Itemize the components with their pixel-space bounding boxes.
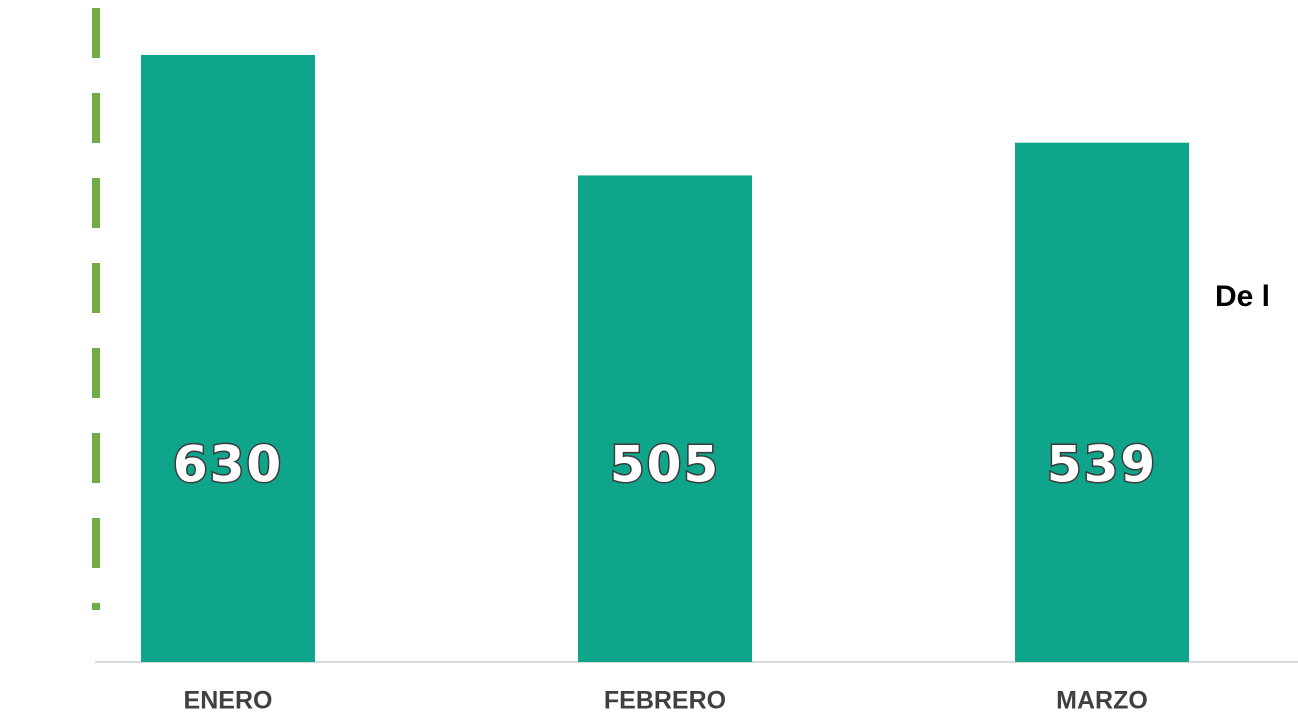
x-tick-label: MARZO <box>1056 687 1148 715</box>
bar <box>578 175 752 662</box>
bar <box>1015 142 1189 662</box>
x-tick-label: FEBRERO <box>604 687 726 715</box>
value-label: 630 <box>173 436 283 494</box>
x-tick-label: ENERO <box>184 687 273 715</box>
bar <box>141 55 315 662</box>
value-label: 505 <box>610 436 720 494</box>
value-label: 539 <box>1047 436 1157 494</box>
annotation: De l <box>1215 280 1270 313</box>
